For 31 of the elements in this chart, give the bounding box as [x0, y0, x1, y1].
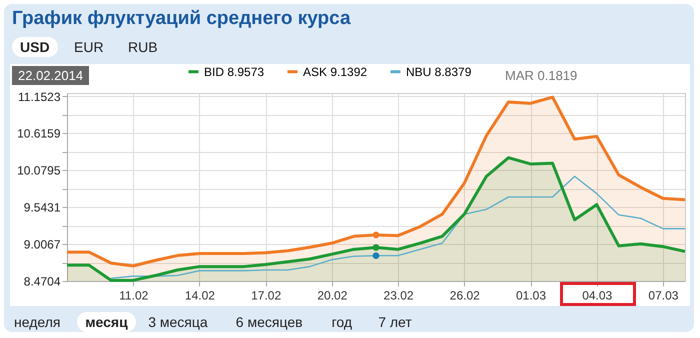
y-tick-label: 11.1523 [18, 90, 61, 104]
x-tick-label: 04.03 [582, 288, 613, 302]
y-tick-label: 10.0795 [17, 164, 61, 178]
text: год [330, 313, 354, 332]
text: 7 лет [377, 313, 413, 332]
text: USD [12, 37, 58, 57]
chart-title: График флуктуаций среднего курса [12, 8, 351, 30]
y-tick-label: 9.0067 [24, 238, 61, 252]
legend-label: ASK 9.1392 [303, 64, 368, 79]
x-tick-label: 23.02 [384, 288, 414, 302]
x-tick-label: 14.02 [184, 288, 216, 302]
text: RUB [127, 38, 159, 57]
text: 3 месяца [147, 313, 209, 332]
y-tick-label: 9.5431 [24, 200, 61, 215]
text: MAR 0.1819 [505, 68, 578, 83]
text: 22.02.2014 [12, 66, 90, 85]
text: 6 месяцев [234, 313, 304, 332]
x-tick-label: 01.03 [516, 288, 546, 302]
x-tick-label: 11.02 [119, 288, 149, 302]
x-tick-label: 17.02 [251, 288, 282, 302]
line-series [110, 176, 686, 279]
x-tick-label: 26.02 [450, 288, 480, 302]
text: неделя [13, 313, 62, 332]
text: EUR [73, 38, 105, 57]
legend-label: BID 8.9573 [204, 64, 264, 79]
y-tick-label: 8.4704 [24, 274, 61, 288]
x-tick-label: 20.02 [317, 288, 348, 302]
legend-label: NBU 8.8379 [406, 64, 472, 79]
x-tick-label: 07.03 [648, 288, 679, 302]
text: месяц [77, 312, 136, 332]
y-tick-label: 10.6159 [17, 126, 61, 141]
